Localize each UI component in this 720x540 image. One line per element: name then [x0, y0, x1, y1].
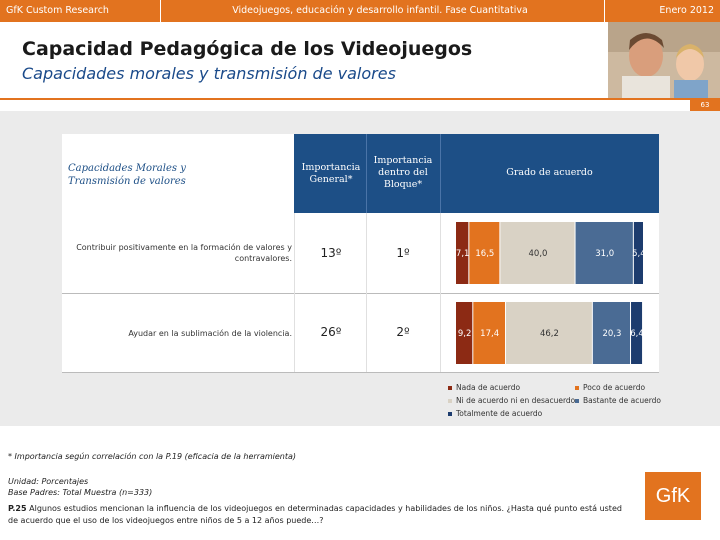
legend-swatch [448, 412, 452, 416]
legend-label: Ni de acuerdo ni en desacuerdo [456, 396, 576, 405]
bar-value-label: 9,2 [458, 329, 472, 339]
footnote: * Importancia según correlación con la P… [8, 452, 297, 461]
gfk-logo: GfK [645, 472, 701, 520]
header-separator [160, 0, 161, 22]
header-date: Enero 2012 [659, 5, 714, 16]
agreement-stacked-bar-chart: 7,1 16,5 40,0 31,0 5,4 9,2 17,4 46,2 20,3 6,4 [456, 222, 646, 364]
bar-segment [592, 302, 631, 364]
bar-segment [506, 302, 592, 364]
legend-label: Bastante de acuerdo [583, 396, 662, 405]
bar-value-label: 40,0 [529, 249, 548, 259]
top-bar: GfK Custom Research Videojuegos, educaci… [0, 0, 720, 22]
general-importance-header: Importancia General* [301, 162, 361, 185]
bar-value-label: 7,1 [456, 249, 469, 259]
legend-item: Ni de acuerdo ni en desacuerdo [448, 396, 575, 405]
column-divider [366, 213, 367, 372]
bar-segment [456, 222, 469, 284]
row-divider [62, 293, 659, 294]
header-divider [440, 134, 441, 213]
category-header: Capacidades Morales y Transmisión de val… [68, 163, 186, 187]
legend-item: Nada de acuerdo [448, 383, 520, 392]
legend-label: Poco de acuerdo [583, 383, 646, 392]
header-divider [366, 134, 367, 213]
bar-segment [500, 222, 575, 284]
question-text: P.25 Algunos estudios mencionan la influ… [8, 503, 628, 527]
question-body: Algunos estudios mencionan la influencia… [8, 504, 622, 525]
rank-block: 2º [396, 325, 410, 339]
row-label: Contribuir positivamente en la formación… [76, 243, 292, 263]
column-divider [294, 213, 295, 372]
page-number: 63 [690, 100, 720, 111]
row-divider [62, 372, 659, 373]
bar-segment [473, 302, 506, 364]
legend-swatch [448, 386, 452, 390]
bar-segment [456, 302, 473, 364]
legend-swatch [575, 386, 579, 390]
father-child-photo [608, 22, 720, 98]
legend-label: Totalmente de acuerdo [456, 409, 543, 418]
rank-general: 26º [320, 325, 342, 339]
row-label: Ayudar en la sublimación de la violencia… [128, 329, 292, 338]
base-note: Base Padres: Total Muestra (n=333) [8, 488, 153, 497]
bar-value-label: 46,2 [540, 329, 559, 339]
legend-label: Nada de acuerdo [456, 383, 521, 392]
legend-item: Bastante de acuerdo [575, 396, 661, 405]
header-study: Videojuegos, educación y desarrollo infa… [232, 5, 528, 16]
header-company: GfK Custom Research [6, 5, 109, 16]
column-divider [440, 213, 441, 372]
bar-segment [631, 302, 643, 364]
legend-item: Poco de acuerdo [575, 383, 645, 392]
bar-value-label: 20,3 [602, 329, 621, 339]
legend-swatch [575, 399, 579, 403]
unit-note: Unidad: Porcentajes [8, 477, 89, 486]
bar-value-label: 5,4 [632, 249, 646, 259]
bar-segment [469, 222, 500, 284]
bar-value-label: 16,5 [475, 249, 494, 259]
bar-segment [575, 222, 633, 284]
header-separator [604, 0, 605, 22]
page-title: Capacidad Pedagógica de los Videojuegos [22, 38, 473, 60]
question-code: P.25 [8, 504, 27, 513]
title-divider [0, 98, 720, 100]
legend-item: Totalmente de acuerdo [448, 409, 542, 418]
header-blue-block [294, 134, 659, 213]
bar-value-label: 6,4 [630, 329, 644, 339]
bar-value-label: 31,0 [595, 249, 614, 259]
agreement-header: Grado de acuerdo [506, 167, 593, 178]
legend-swatch [448, 399, 452, 403]
bar-segment [633, 222, 643, 284]
rank-block: 1º [396, 246, 410, 260]
category-header-cell [62, 134, 294, 213]
rank-general: 13º [320, 246, 342, 260]
page-subtitle: Capacidades morales y transmisión de val… [22, 64, 396, 83]
bar-value-label: 17,4 [480, 329, 499, 339]
block-importance-header: Importancia dentro del Bloque* [373, 155, 433, 190]
